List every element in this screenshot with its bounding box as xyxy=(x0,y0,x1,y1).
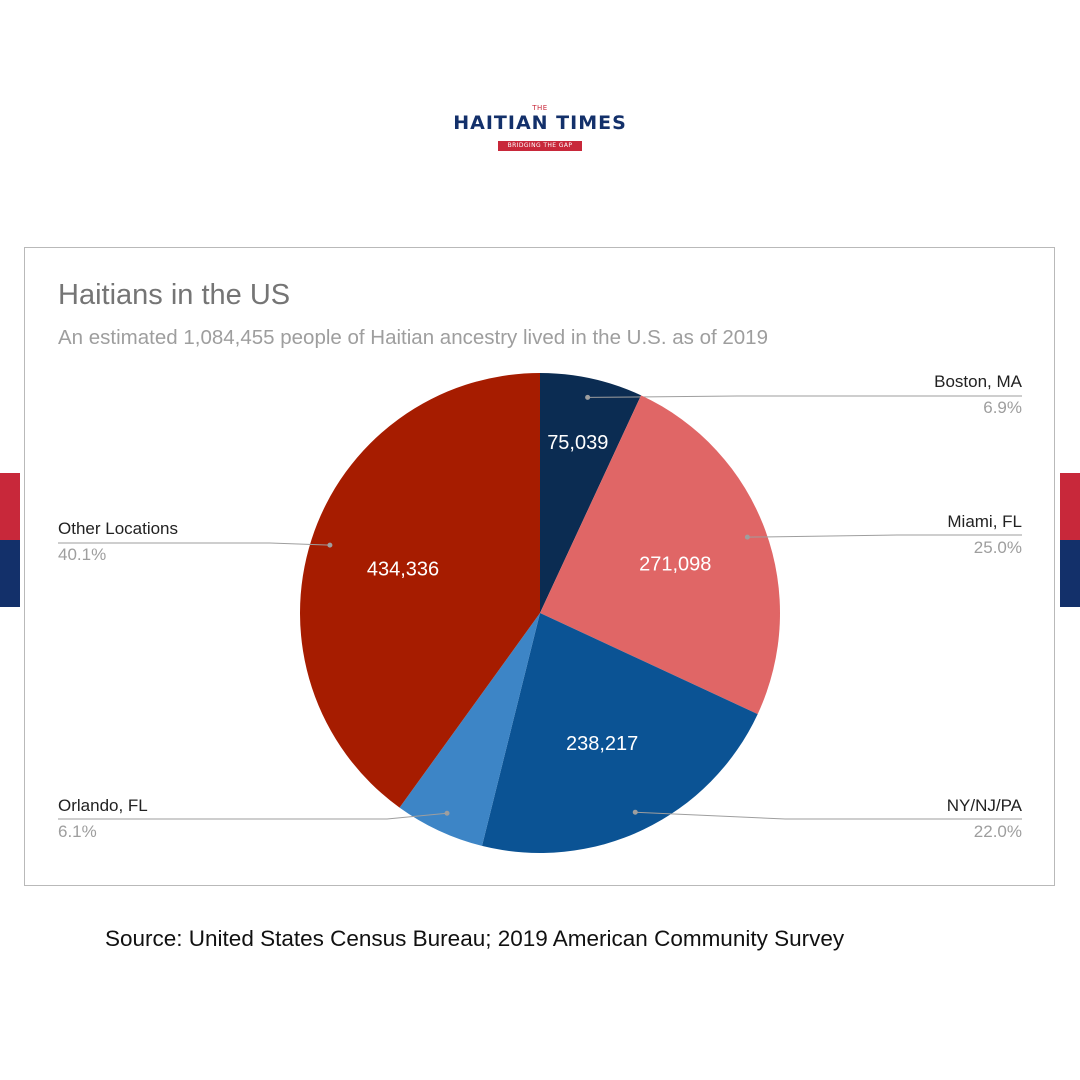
leader-line-miami xyxy=(747,534,1022,538)
label-other-locations: Other Locations xyxy=(58,519,179,538)
leader-dot-orlando xyxy=(444,810,450,816)
label-miami: Miami, FL xyxy=(947,512,1022,531)
percent-orlando: 6.1% xyxy=(58,822,97,841)
chart-subtitle: An estimated 1,084,455 people of Haitian… xyxy=(58,326,768,349)
label-orlando: Orlando, FL xyxy=(58,796,148,815)
leader-dot-miami xyxy=(744,534,750,540)
right-red-stripe xyxy=(1060,473,1080,540)
pie-slice-miami xyxy=(540,395,780,715)
logo-name: HAITIAN TIMES xyxy=(453,112,627,134)
leader-line-boston xyxy=(587,395,1022,398)
haitian-times-logo: THE HAITIAN TIMES BRIDGING THE GAP xyxy=(440,104,640,156)
pie-slice-orlando xyxy=(399,613,540,846)
value-label-nynjpa: 238,217 xyxy=(566,733,638,755)
left-navy-stripe xyxy=(0,540,20,607)
leader-dot-other-locations xyxy=(327,542,333,548)
pie-slice-nynjpa xyxy=(482,613,758,853)
percent-nynjpa: 22.0% xyxy=(973,822,1022,841)
logo-tagline: BRIDGING THE GAP xyxy=(497,141,583,151)
leader-dot-nynjpa xyxy=(632,809,638,815)
leader-line-orlando xyxy=(58,812,448,820)
leader-line-nynjpa xyxy=(635,811,1022,820)
pie-slice-boston xyxy=(540,373,642,613)
source-note: Source: United States Census Bureau; 201… xyxy=(105,926,845,951)
percent-other-locations: 40.1% xyxy=(58,545,107,564)
percent-boston: 6.9% xyxy=(983,398,1022,417)
logo-the: THE xyxy=(532,104,548,112)
pie-slice-other-locations xyxy=(299,373,540,808)
leader-dot-boston xyxy=(585,394,591,400)
leader-line-other-locations xyxy=(58,542,330,546)
percent-miami: 25.0% xyxy=(973,538,1022,557)
value-label-other-locations: 434,336 xyxy=(367,559,439,581)
label-boston: Boston, MA xyxy=(934,372,1022,391)
label-nynjpa: NY/NJ/PA xyxy=(946,796,1022,815)
value-label-miami: 271,098 xyxy=(639,554,711,576)
chart-title: Haitians in the US xyxy=(58,279,291,311)
left-red-stripe xyxy=(0,473,20,540)
right-navy-stripe xyxy=(1060,540,1080,607)
value-label-boston: 75,039 xyxy=(547,432,608,454)
